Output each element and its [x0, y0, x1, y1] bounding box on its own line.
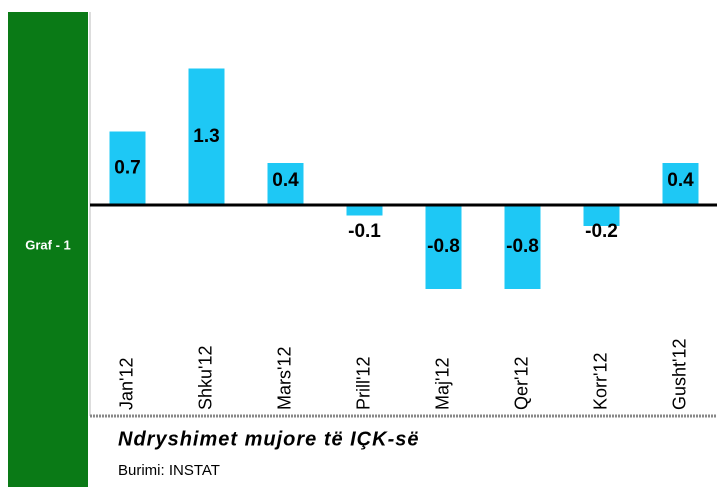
- side-panel: [8, 12, 88, 487]
- data-label: 0.4: [272, 170, 299, 191]
- data-label: -0.2: [585, 221, 618, 242]
- data-label: 0.4: [667, 170, 694, 191]
- bar: [109, 131, 146, 205]
- bar: [267, 163, 304, 205]
- data-label: 1.3: [193, 126, 219, 147]
- data-label: 0.7: [114, 157, 140, 178]
- x-tick-label: Gusht'12: [669, 339, 689, 410]
- x-tick-label: Jan'12: [116, 358, 136, 410]
- bar: [346, 205, 383, 216]
- x-tick-label: Mars'12: [274, 347, 294, 410]
- data-label: -0.1: [348, 221, 381, 242]
- x-tick-label: Maj'12: [432, 358, 452, 410]
- bar: [425, 205, 462, 289]
- data-label: -0.8: [427, 236, 460, 257]
- chart-title: Ndryshimet mujore të IÇK-së: [118, 428, 420, 450]
- x-tick-label: Korr'12: [590, 353, 610, 410]
- x-tick-label: Qer'12: [511, 357, 531, 410]
- bar: [504, 205, 541, 289]
- bar: [188, 68, 225, 205]
- bar: [662, 163, 699, 205]
- data-label: -0.8: [506, 236, 539, 257]
- x-tick-label: Shku'12: [195, 346, 215, 411]
- source: Burimi: INSTAT: [118, 462, 220, 479]
- bar: [583, 205, 620, 226]
- panel-label: Graf - 1: [25, 237, 71, 252]
- x-tick-label: Prill'12: [353, 357, 373, 410]
